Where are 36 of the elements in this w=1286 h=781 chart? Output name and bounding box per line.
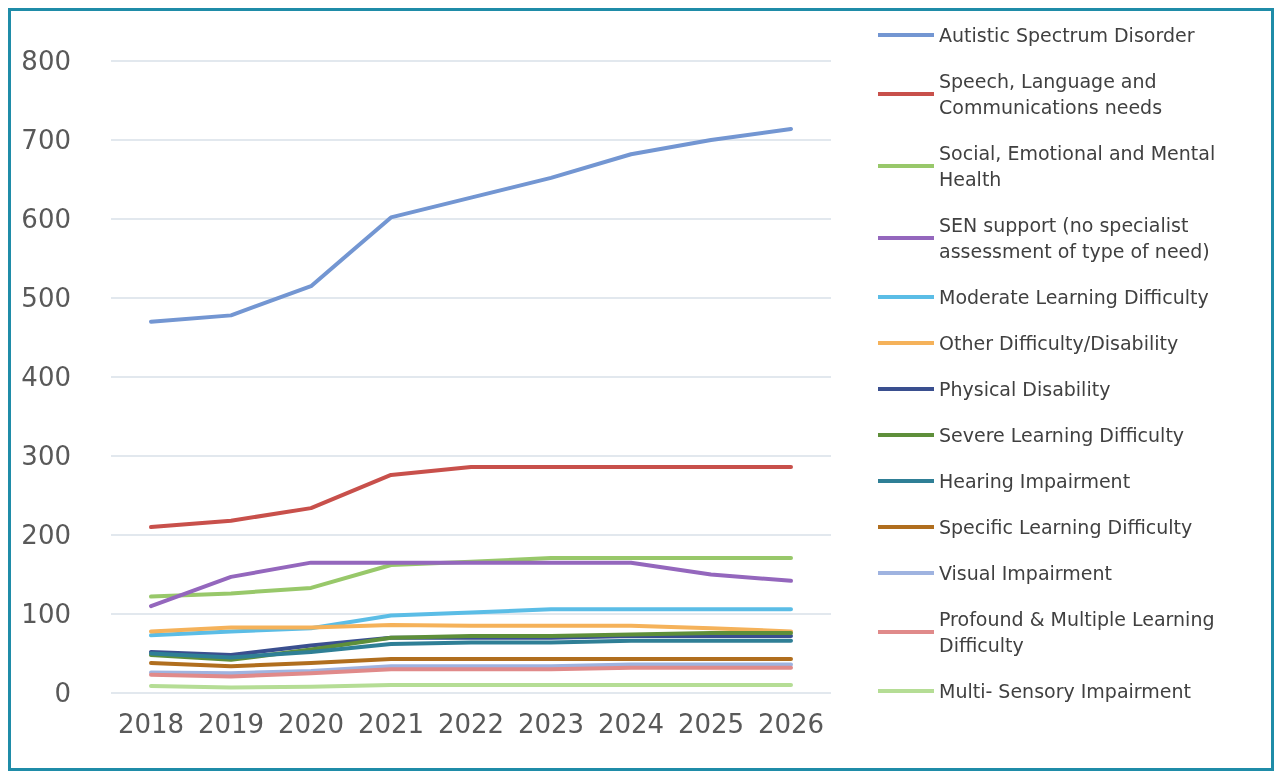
x-tick-label: 2025 (677, 709, 745, 739)
legend-label: Severe Learning Difficulty (939, 424, 1185, 446)
legend-label: Physical Disability (939, 378, 1111, 400)
y-tick-label: 400 (21, 362, 71, 392)
line-series (149, 560, 793, 609)
x-tick-label: 2026 (757, 709, 825, 739)
legend-label: SEN support (no specialist assessment of type of need) (939, 214, 1210, 262)
legend-label: Speech, Language and Communications needs (939, 70, 1163, 118)
y-tick-label: 600 (21, 204, 71, 234)
x-tick-label: 2020 (277, 709, 345, 739)
y-tick-label: 100 (21, 599, 71, 629)
line-series (149, 126, 793, 324)
x-tick-label: 2021 (357, 709, 425, 739)
legend-label: Multi- Sensory Impairment (939, 680, 1192, 702)
legend-label: Visual Impairment (939, 562, 1113, 584)
x-tick-label: 2023 (517, 709, 585, 739)
legend-label: Social, Emotional and Mental Health (939, 142, 1222, 190)
legend-label: Other Difficulty/Disability (939, 332, 1179, 354)
y-tick-label: 200 (21, 520, 71, 550)
legend-label: Profound & Multiple Learning Difficulty (939, 608, 1221, 656)
legend-label: Specific Learning Difficulty (939, 516, 1193, 538)
line-series (149, 623, 793, 634)
x-tick-label: 2019 (197, 709, 265, 739)
legend-label: Autistic Spectrum Disorder (939, 24, 1195, 46)
line-series (149, 607, 793, 638)
x-tick-label: 2024 (597, 709, 665, 739)
y-tick-label: 800 (21, 46, 71, 76)
y-tick-label: 500 (21, 283, 71, 313)
legend-label: Hearing Impairment (939, 470, 1131, 492)
legend-label: Moderate Learning Difficulty (939, 286, 1209, 308)
y-tick-label: 0 (54, 678, 71, 708)
y-tick-label: 700 (21, 125, 71, 155)
x-tick-label: 2022 (437, 709, 505, 739)
y-tick-label: 300 (21, 441, 71, 471)
x-tick-label: 2018 (117, 709, 185, 739)
line-series (149, 465, 793, 530)
